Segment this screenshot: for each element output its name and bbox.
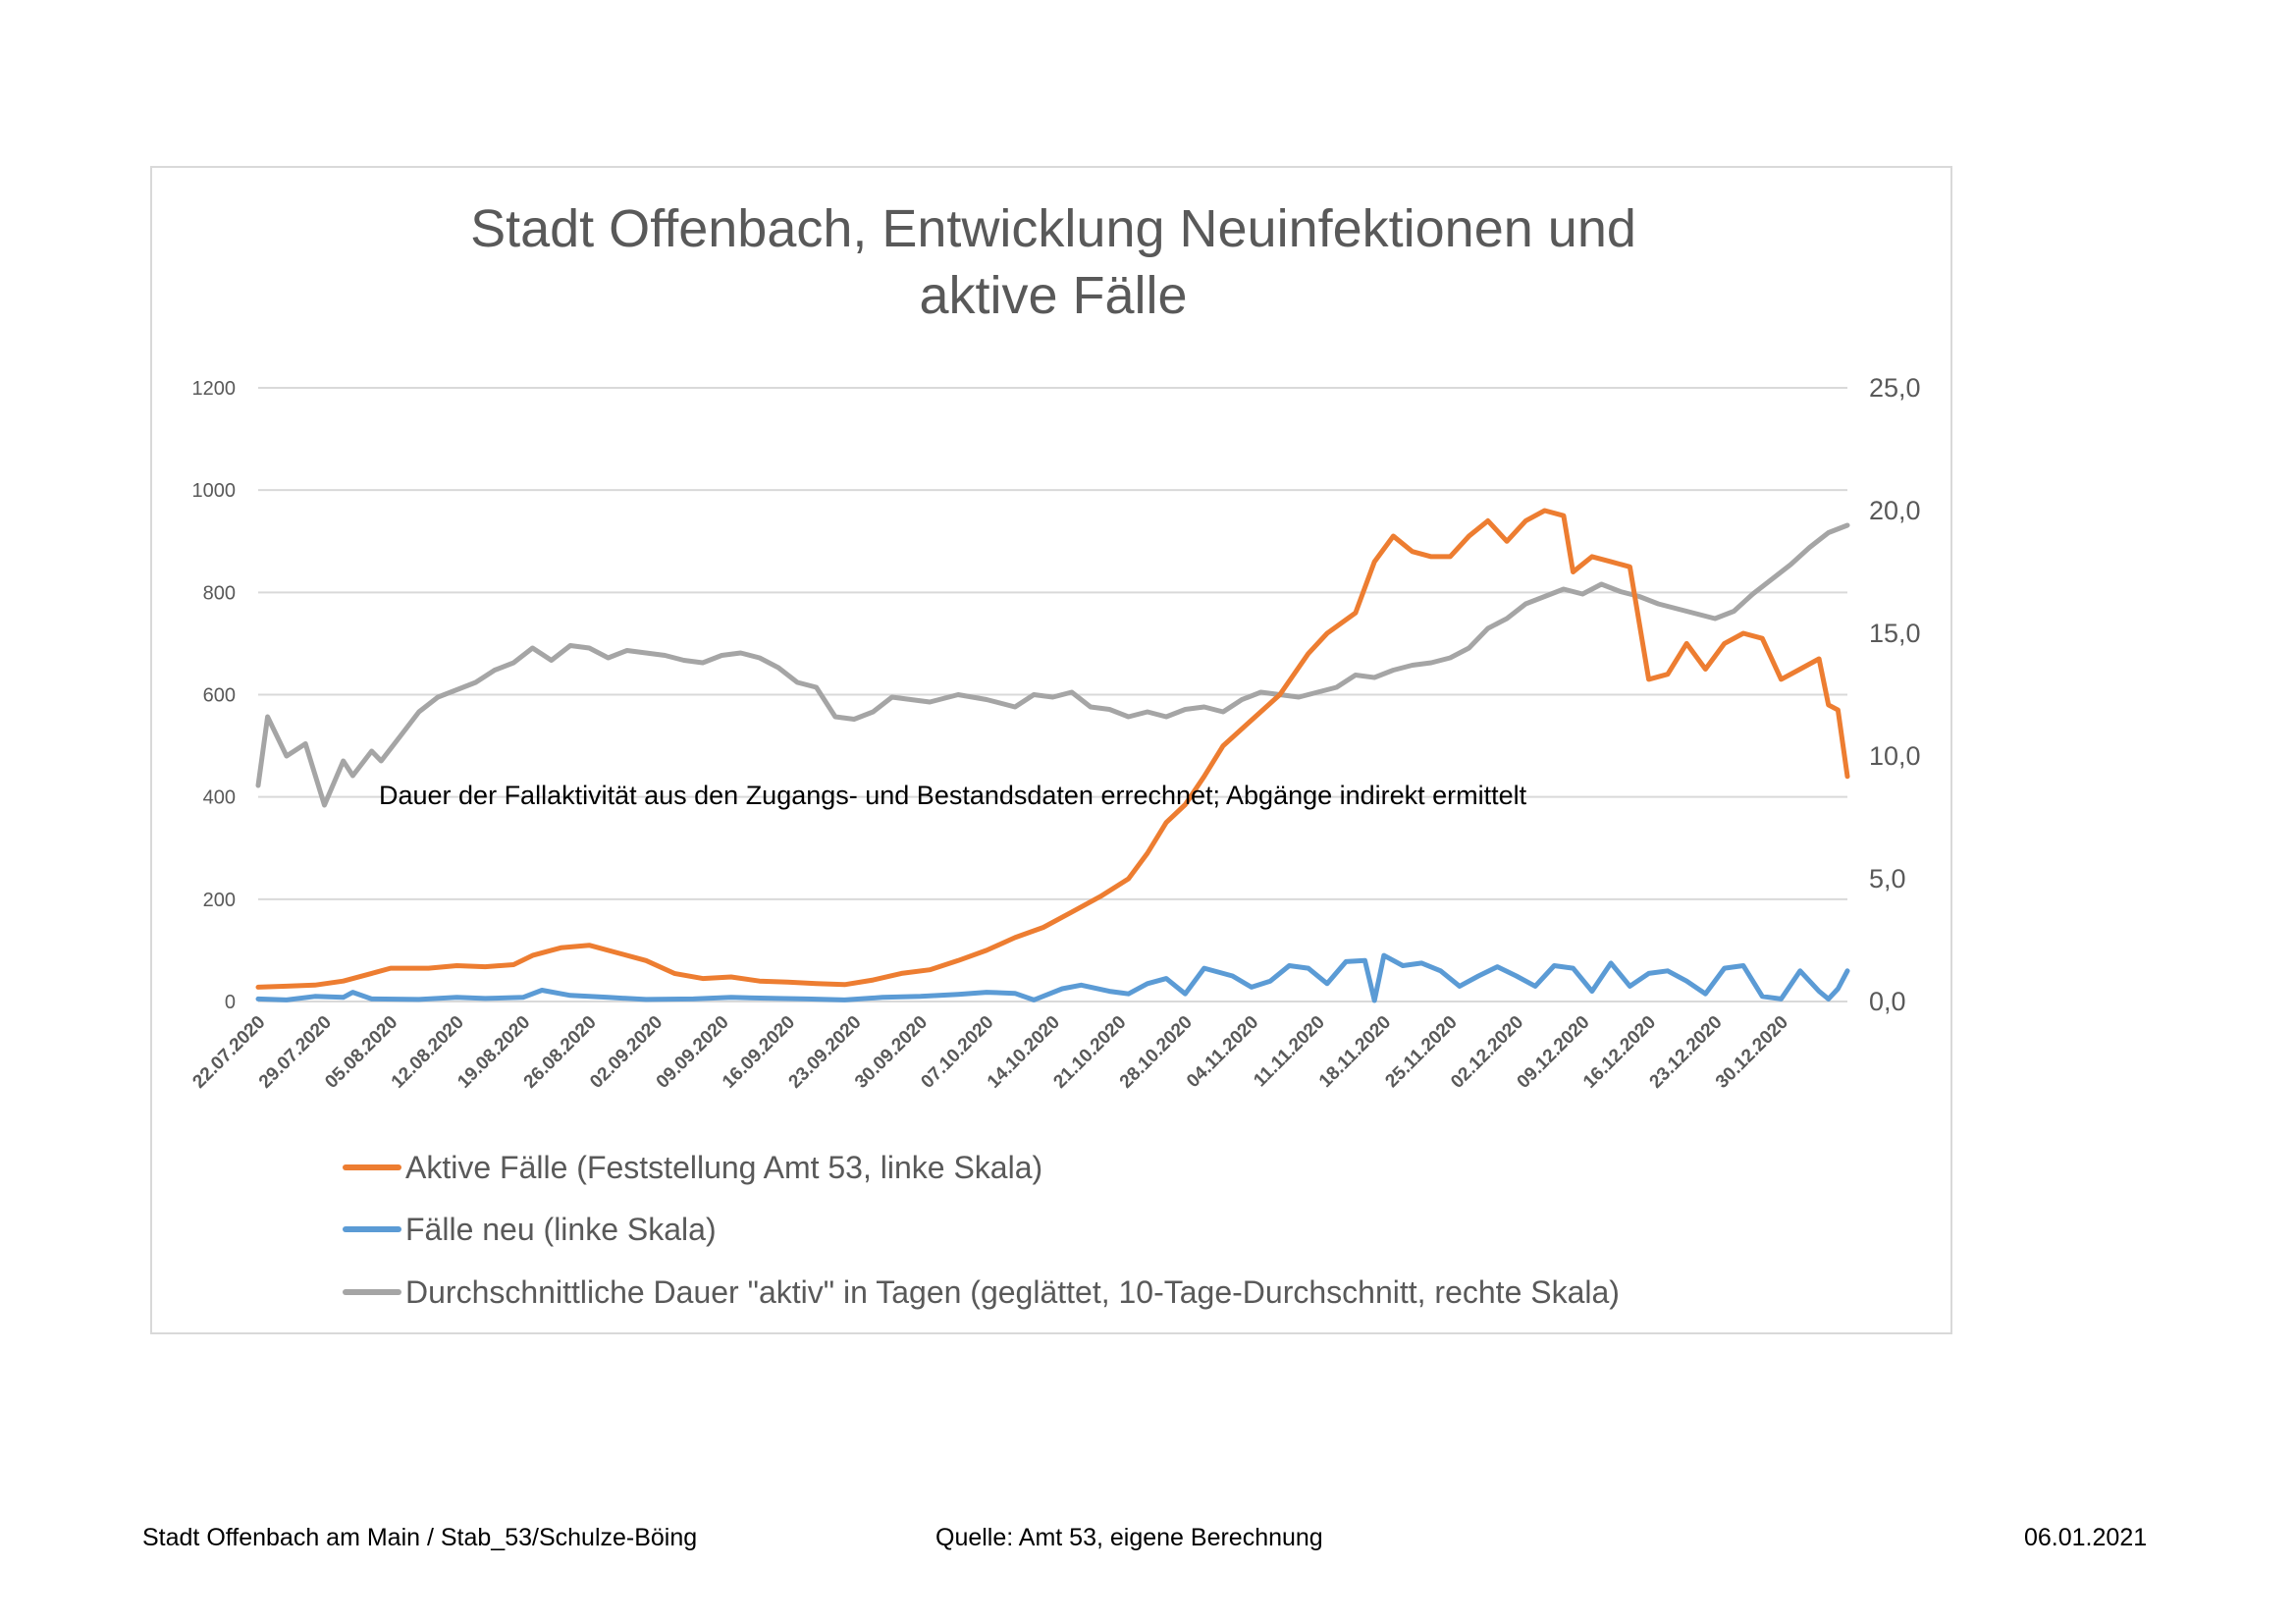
- legend-label-3: Durchschnittliche Dauer "aktiv" in Tagen…: [405, 1274, 1620, 1310]
- legend: Aktive Fälle (Feststellung Amt 53, linke…: [343, 1150, 1620, 1310]
- chart-annotation: Dauer der Fallaktivität aus den Zugangs-…: [379, 781, 1527, 810]
- series-lines: [255, 508, 1850, 1003]
- right-tick-label: 0,0: [1869, 987, 1906, 1016]
- chart-svg: Stadt Offenbach, Entwicklung Neuinfektio…: [188, 199, 1921, 1310]
- left-axis: 1200 1000 800 600 400 200 0: [192, 378, 237, 1013]
- footer-date: 06.01.2021: [2024, 1524, 2148, 1551]
- left-tick-label: 200: [203, 890, 236, 911]
- chart-title-line2: aktive Fälle: [919, 266, 1187, 325]
- left-tick-label: 0: [225, 992, 236, 1013]
- right-tick-label: 10,0: [1869, 741, 1921, 771]
- right-tick-label: 5,0: [1869, 864, 1906, 893]
- legend-label-2: Fälle neu (linke Skala): [405, 1212, 717, 1247]
- left-tick-label: 1000: [192, 480, 237, 502]
- x-tick-label: 28.10.2020: [1116, 1012, 1197, 1093]
- left-tick-label: 1200: [192, 378, 237, 400]
- left-tick-label: 800: [203, 582, 236, 604]
- series-line-2: [255, 952, 1850, 1003]
- right-tick-label: 15,0: [1869, 619, 1921, 648]
- footer-source: Quelle: Amt 53, eigene Berechnung: [935, 1524, 1323, 1551]
- gridlines: [258, 387, 1847, 1002]
- legend-label-1: Aktive Fälle (Feststellung Amt 53, linke…: [405, 1150, 1042, 1185]
- series-line-1: [255, 508, 1850, 990]
- right-axis: 25,0 20,0 15,0 10,0 5,0 0,0: [1869, 373, 1921, 1016]
- left-tick-label: 600: [203, 685, 236, 707]
- left-tick-label: 400: [203, 787, 236, 809]
- right-tick-label: 25,0: [1869, 373, 1921, 403]
- x-tick-label: 30.12.2020: [1712, 1012, 1792, 1093]
- chart-title-line1: Stadt Offenbach, Entwicklung Neuinfektio…: [470, 199, 1636, 258]
- footer-author: Stadt Offenbach am Main / Stab_53/Schulz…: [142, 1524, 698, 1551]
- right-tick-label: 20,0: [1869, 496, 1921, 525]
- x-tick-label: 04.11.2020: [1183, 1012, 1262, 1092]
- x-axis: 22.07.202029.07.202005.08.202012.08.2020…: [188, 1012, 1792, 1093]
- series-line-3: [255, 522, 1850, 808]
- chart-frame: Stadt Offenbach, Entwicklung Neuinfektio…: [150, 166, 1952, 1334]
